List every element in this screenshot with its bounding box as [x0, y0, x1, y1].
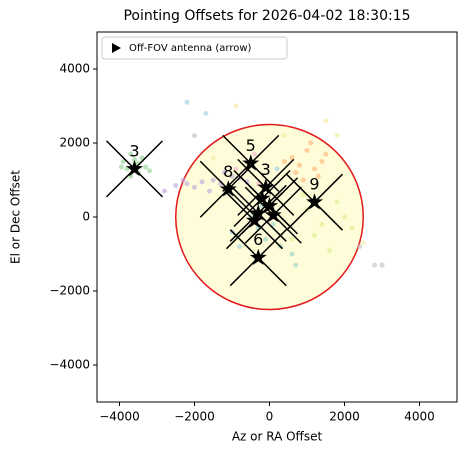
offset-point — [342, 214, 347, 220]
offset-point — [289, 236, 295, 242]
offset-point — [132, 157, 137, 163]
offset-point — [192, 133, 197, 139]
offset-point — [300, 177, 306, 183]
offset-point — [323, 151, 329, 157]
x-axis-label: Az or RA Offset — [232, 430, 323, 444]
x-tick-label: −4000 — [99, 410, 140, 424]
offset-point — [199, 179, 205, 185]
offset-point — [192, 184, 197, 190]
offset-point — [323, 118, 329, 124]
offset-point — [173, 183, 179, 189]
offset-point — [293, 262, 299, 268]
offset-point — [222, 170, 227, 176]
offset-point — [357, 244, 362, 250]
antenna-marker — [253, 189, 271, 206]
legend-marker — [112, 43, 121, 53]
y-tick-label: 4000 — [59, 62, 90, 76]
offset-point — [252, 151, 257, 157]
fov-circle — [175, 123, 364, 311]
offset-point — [319, 221, 325, 227]
offset-point — [203, 110, 209, 116]
offset-point — [349, 225, 355, 231]
offset-point — [289, 251, 295, 257]
offset-point — [360, 240, 366, 246]
offset-point — [143, 164, 149, 170]
offset-point — [334, 199, 340, 205]
offset-point — [300, 192, 306, 198]
offset-point — [274, 166, 280, 172]
offset-point — [128, 173, 134, 179]
antenna-marker — [125, 159, 144, 177]
offset-point — [304, 147, 310, 153]
offset-point — [139, 155, 145, 161]
offset-point — [282, 159, 287, 164]
antenna-marker — [257, 178, 275, 195]
offset-point — [237, 244, 242, 250]
legend-label: Off-FOV antenna (arrow) — [129, 43, 252, 54]
offset-point — [297, 162, 302, 168]
offset-point — [118, 164, 124, 170]
y-tick-label: 2000 — [59, 136, 90, 150]
y-axis-label: El or Dec Offset — [9, 170, 23, 264]
antenna-label: 8 — [223, 162, 233, 181]
offset-point — [293, 170, 299, 176]
offset-point — [270, 221, 276, 227]
offset-point — [233, 103, 239, 109]
antenna-marker — [264, 206, 282, 223]
offset-point — [207, 188, 212, 194]
offset-point — [282, 133, 287, 139]
y-tick-label: −4000 — [49, 358, 90, 372]
antenna-label: 3 — [129, 141, 139, 160]
offset-point — [312, 233, 317, 238]
antenna-marker — [249, 204, 267, 221]
x-tick-label: −2000 — [174, 410, 215, 424]
offset-point — [210, 177, 216, 183]
antenna-marker — [305, 193, 324, 210]
chart-title: Pointing Offsets for 2026-04-02 18:30:15 — [123, 8, 410, 24]
offset-point — [147, 168, 152, 174]
offset-point — [120, 159, 126, 164]
antenna-label: 5 — [246, 136, 256, 155]
antenna-label: 6 — [253, 230, 263, 249]
offset-point — [128, 151, 134, 157]
antenna-label: 9 — [309, 175, 319, 194]
x-tick-label: 2000 — [329, 410, 360, 424]
axes-frame — [96, 31, 458, 403]
offset-point — [319, 159, 325, 164]
offset-point — [312, 166, 317, 172]
x-tick-label: 4000 — [404, 410, 435, 424]
offset-point — [379, 262, 385, 268]
offset-point — [184, 99, 190, 105]
offset-point — [334, 133, 340, 139]
offset-point — [327, 247, 332, 253]
antenna-label: 3 — [261, 160, 271, 179]
offset-point — [162, 188, 167, 194]
offset-point — [263, 236, 269, 242]
offset-point — [210, 155, 216, 161]
offset-point — [315, 173, 321, 179]
legend-box — [101, 36, 288, 60]
offset-point — [308, 140, 314, 146]
antenna-marker — [249, 248, 267, 265]
antenna-marker — [245, 211, 264, 228]
offset-point — [180, 177, 186, 183]
y-tick-label: −2000 — [49, 284, 90, 298]
antenna-marker — [242, 154, 260, 171]
x-tick-label: 0 — [266, 410, 274, 424]
offset-point — [372, 262, 377, 268]
y-tick-label: 0 — [82, 210, 90, 224]
offset-point — [229, 173, 235, 179]
antenna-marker — [219, 180, 237, 197]
plot-area: 3 58 396 — [105, 99, 385, 311]
offset-point — [184, 181, 190, 187]
